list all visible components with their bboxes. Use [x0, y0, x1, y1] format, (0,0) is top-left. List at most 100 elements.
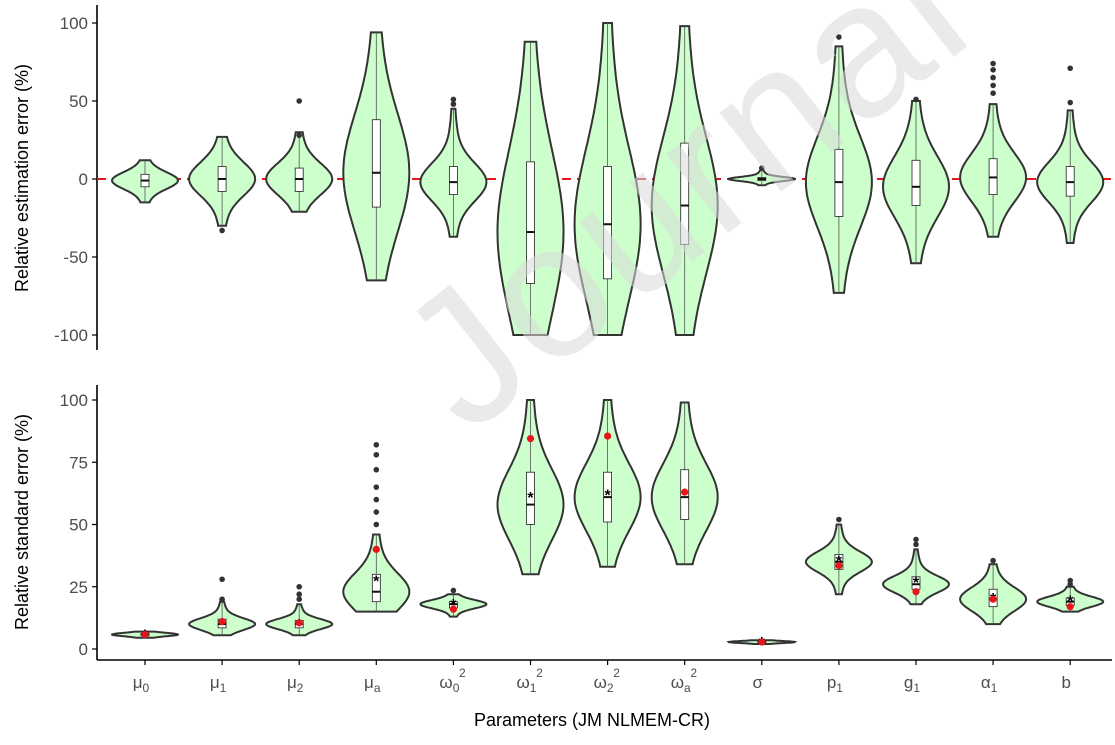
outlier-point — [450, 587, 457, 594]
reference-point — [912, 588, 920, 596]
violin-2: * — [265, 583, 334, 637]
outlier-point — [913, 536, 919, 543]
mean-marker: * — [604, 488, 611, 505]
outlier-point — [990, 67, 996, 73]
violin-0: * — [111, 628, 179, 645]
mean-marker: * — [527, 490, 534, 507]
violin-6 — [573, 22, 642, 336]
y-tick-label: 100 — [60, 391, 88, 410]
outlier-point — [759, 165, 765, 171]
x-tick-label: b — [1061, 673, 1070, 692]
box — [526, 471, 535, 525]
outlier-point — [296, 132, 303, 139]
violin-7: * — [650, 401, 719, 566]
outlier-point — [296, 596, 303, 602]
x-tick-label: μ2 — [287, 673, 304, 695]
violin-4 — [419, 96, 488, 238]
x-tick-label: α1 — [981, 673, 998, 695]
outlier-point — [296, 591, 303, 598]
outlier-point — [1067, 65, 1073, 72]
mean-marker: * — [1067, 593, 1074, 610]
outlier-point — [296, 583, 303, 590]
reference-point — [449, 605, 457, 613]
reference-point — [989, 595, 997, 603]
top-y-axis-label: Relative estimation error (%) — [12, 64, 32, 292]
outlier-point — [990, 82, 996, 89]
reference-point — [141, 630, 149, 639]
outlier-point — [990, 557, 996, 564]
y-tick-label: -100 — [54, 326, 88, 345]
outlier-point — [373, 442, 380, 448]
violin-2 — [265, 98, 334, 213]
box — [603, 166, 612, 280]
top-panel: -100 -50 0 50 100 — [54, 5, 1112, 350]
violin-9: * — [804, 516, 873, 596]
y-tick-label: 0 — [79, 170, 88, 189]
reference-point — [758, 638, 766, 646]
violin-8 — [727, 165, 797, 187]
outlier-point — [373, 509, 380, 515]
outlier-point — [1067, 99, 1073, 106]
x-tick-label: μ1 — [210, 673, 227, 695]
outlier-point — [990, 60, 996, 67]
x-tick-label: g1 — [904, 673, 920, 695]
outlier-point — [373, 496, 380, 503]
outlier-point — [836, 34, 842, 40]
outlier-point — [373, 484, 380, 490]
outlier-point — [450, 96, 457, 103]
violin-5 — [496, 40, 565, 336]
reference-point — [835, 561, 843, 570]
violin-1: * — [188, 576, 257, 637]
violin-11 — [959, 60, 1028, 238]
outlier-point — [450, 101, 457, 107]
outlier-point — [373, 451, 380, 458]
y-tick-label: -50 — [63, 248, 88, 267]
y-tick-label: 100 — [60, 14, 88, 33]
reference-point — [295, 619, 303, 627]
violin-1 — [188, 135, 257, 234]
violin-0 — [110, 159, 180, 204]
outlier-point — [373, 521, 380, 528]
violin-10: * — [881, 536, 951, 606]
x-tick-superscript: 2 — [536, 666, 543, 680]
outlier-point — [836, 516, 842, 523]
x-tick-label: μa — [364, 673, 381, 695]
box — [448, 166, 458, 196]
reference-point — [372, 545, 380, 554]
x-tick-label: μ0 — [133, 673, 150, 695]
bottom-y-axis-label: Relative standard error (%) — [12, 414, 32, 630]
outlier-point — [990, 90, 996, 96]
mean-marker: * — [913, 575, 920, 592]
reference-point — [218, 618, 226, 626]
x-tick-label: ω1 — [517, 673, 537, 695]
outlier-point — [913, 96, 919, 103]
x-tick-superscript: 2 — [459, 666, 466, 680]
x-tick-superscript: 2 — [613, 666, 620, 680]
x-tick-label: ω2 — [594, 673, 614, 695]
x-tick-label: ω0 — [439, 673, 459, 695]
reference-point — [1066, 603, 1074, 611]
violin-10 — [881, 96, 951, 265]
x-tick-superscript: 2 — [690, 666, 697, 680]
reference-point — [681, 488, 689, 496]
outlier-point — [219, 596, 225, 602]
box — [680, 142, 690, 245]
violin-4: * — [419, 587, 488, 618]
violin-3 — [342, 31, 411, 282]
y-tick-label: 25 — [69, 578, 88, 597]
outlier-point — [913, 541, 919, 548]
violin-8: * — [726, 635, 798, 652]
outlier-point — [1067, 581, 1073, 588]
violin-9 — [804, 34, 873, 294]
x-tick-label: σ — [753, 673, 764, 692]
violin-11: * — [959, 557, 1028, 626]
y-tick-label: 0 — [79, 640, 88, 659]
reference-point — [604, 432, 612, 440]
box — [371, 573, 381, 603]
outlier-point — [990, 74, 996, 81]
violin-12 — [1036, 65, 1105, 244]
y-tick-label: 50 — [69, 92, 88, 111]
violin-3: * — [342, 442, 411, 613]
